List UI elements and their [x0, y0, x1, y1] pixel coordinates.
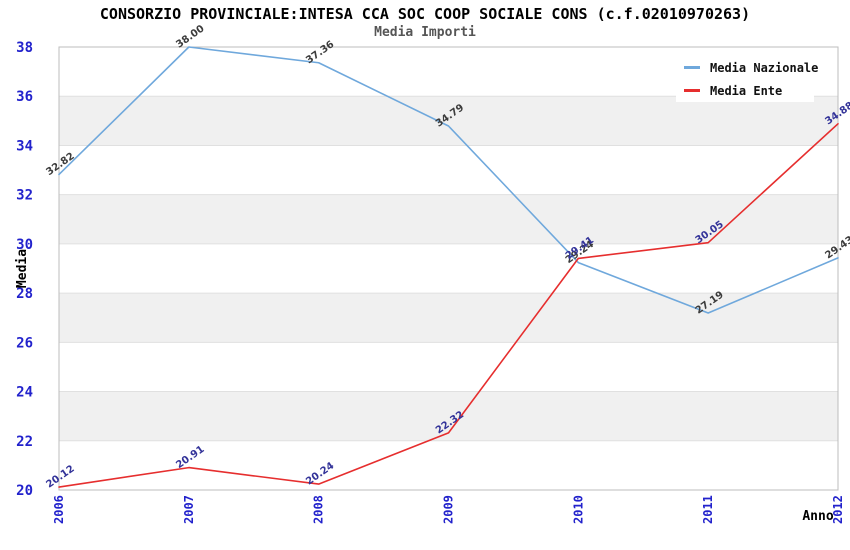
series-line-media-nazionale: [58, 46, 839, 314]
x-tick-label: 2008: [312, 495, 326, 524]
plot-frame: [58, 46, 839, 491]
y-tick-label: 32: [16, 188, 33, 204]
legend-item-media-nazionale: Media Nazionale: [684, 56, 818, 79]
grid-band: [59, 96, 838, 146]
y-tick-label: 26: [16, 335, 33, 351]
y-tick-label: 28: [16, 286, 33, 302]
legend-label-media-ente: Media Ente: [710, 83, 783, 98]
x-tick-label: 2007: [182, 495, 196, 524]
legend-item-media-ente: Media Ente: [684, 79, 814, 102]
y-tick-label: 30: [16, 237, 33, 253]
chart-title: CONSORZIO PROVINCIALE:INTESA CCA SOC COO…: [99, 5, 751, 23]
x-axis-title: Anno: [802, 509, 833, 524]
grid-band: [59, 293, 838, 343]
x-tick-label: 2009: [442, 495, 456, 524]
y-tick-label: 22: [16, 434, 33, 450]
y-axis-title: Media: [15, 249, 30, 288]
media-ente-line-swatch: [684, 89, 700, 92]
grid-band: [59, 194, 838, 244]
y-tick-label: 20: [16, 483, 33, 499]
media-nazionale-line-swatch: [684, 66, 700, 69]
chart-legend: Media Nazionale Media Ente: [676, 52, 818, 102]
chart-subtitle: Media Importi: [374, 25, 476, 40]
series-line-media-ente: [58, 122, 839, 488]
x-tick-label: 2006: [52, 495, 66, 524]
legend-label-media-nazionale: Media Nazionale: [710, 60, 819, 75]
x-tick-label: 2011: [701, 495, 715, 524]
x-tick-label: 2012: [831, 495, 845, 524]
y-tick-label: 24: [16, 385, 33, 401]
x-tick-label: 2010: [571, 495, 585, 524]
y-tick-label: 38: [16, 40, 33, 56]
point-label-media-nazionale: 37.36: [304, 39, 336, 66]
y-tick-label: 34: [16, 138, 33, 154]
y-tick-label: 36: [16, 89, 33, 105]
